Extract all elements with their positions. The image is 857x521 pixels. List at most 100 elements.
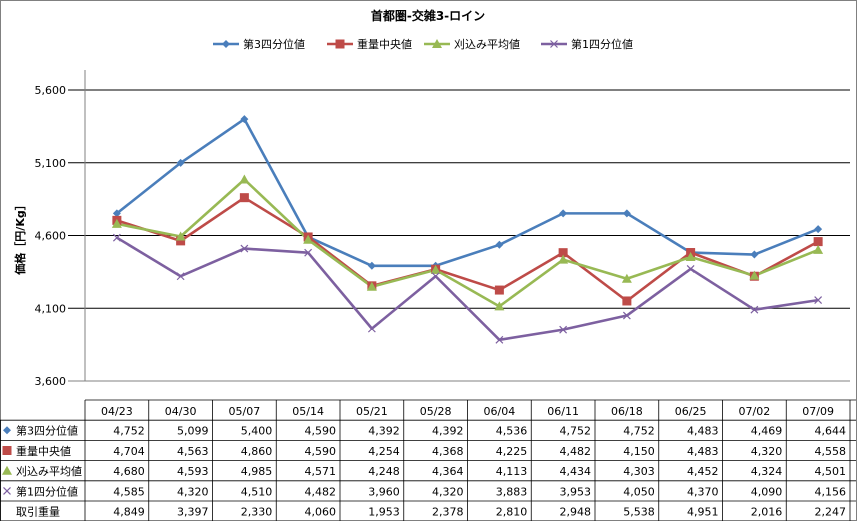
table-cell: 2,247 bbox=[815, 506, 847, 519]
data-point bbox=[240, 115, 249, 124]
table-cell: 4,090 bbox=[751, 485, 783, 498]
table-cell: 4,483 bbox=[687, 445, 719, 458]
x-tick-label: 05/14 bbox=[292, 405, 324, 418]
table-cell: 2,378 bbox=[432, 506, 464, 519]
data-point bbox=[175, 231, 186, 241]
data-point bbox=[111, 218, 122, 228]
legend-item: 第1四分位値 bbox=[541, 37, 633, 51]
data-point bbox=[813, 237, 823, 247]
data-point bbox=[2, 465, 12, 475]
data-point bbox=[335, 39, 345, 49]
chart-title: 首都圏-交雑3-ロイン bbox=[371, 8, 485, 23]
table-cell: 4,752 bbox=[113, 425, 145, 438]
series-line bbox=[116, 196, 819, 303]
data-point bbox=[558, 254, 569, 264]
x-tick-label: 06/04 bbox=[484, 405, 516, 418]
data-point bbox=[240, 244, 249, 253]
table-cell: 4,510 bbox=[241, 485, 273, 498]
table-row-label: 取引重量 bbox=[16, 505, 60, 519]
data-point bbox=[622, 296, 632, 306]
table-cell: 4,364 bbox=[432, 465, 464, 478]
table-cell: 4,849 bbox=[113, 506, 145, 519]
y-tick-labels: 3,600 4,100 4,600 5,100 5,600 bbox=[35, 84, 67, 388]
x-tick-label: 06/25 bbox=[675, 405, 707, 418]
table-cell: 4,590 bbox=[305, 425, 337, 438]
legend-label: 刈込み平均値 bbox=[454, 38, 520, 51]
series-line bbox=[116, 178, 819, 308]
table-cell: 4,571 bbox=[305, 465, 337, 478]
table-cell: 4,050 bbox=[623, 485, 655, 498]
table-cell: 4,324 bbox=[751, 465, 783, 478]
x-tick-label: 05/07 bbox=[229, 405, 261, 418]
y-tick-label: 4,600 bbox=[35, 230, 67, 243]
x-tick-label: 04/23 bbox=[101, 405, 133, 418]
table-cell: 4,060 bbox=[305, 506, 337, 519]
legend-item: 重量中央値 bbox=[327, 37, 412, 51]
data-point bbox=[176, 236, 186, 246]
table-row-label: 刈込み平均値 bbox=[16, 465, 82, 478]
y-tick-label: 4,100 bbox=[35, 302, 67, 315]
table-cell: 4,469 bbox=[751, 425, 783, 438]
table-cell: 4,248 bbox=[368, 465, 400, 478]
table-cell: 4,558 bbox=[815, 445, 847, 458]
table-cell: 4,113 bbox=[496, 465, 528, 478]
table-cell: 4,752 bbox=[560, 425, 592, 438]
table-cell: 4,370 bbox=[687, 485, 719, 498]
legend-label: 重量中央値 bbox=[357, 37, 412, 51]
data-point bbox=[366, 281, 377, 291]
x-tick-label: 04/30 bbox=[165, 405, 197, 418]
table-row-label: 第1四分位値 bbox=[16, 484, 78, 498]
table-cell: 4,860 bbox=[241, 445, 273, 458]
data-point bbox=[750, 305, 759, 314]
data-point bbox=[239, 174, 250, 184]
series-line bbox=[116, 236, 819, 342]
table-cell: 3,883 bbox=[496, 485, 528, 498]
data-point bbox=[2, 446, 12, 455]
data-point bbox=[430, 264, 441, 274]
table-row-label: 重量中央値 bbox=[16, 444, 71, 458]
data-point bbox=[367, 324, 376, 333]
data-point bbox=[622, 209, 631, 218]
legend-item: 第3四分位値 bbox=[213, 37, 305, 51]
x-tick-label: 07/09 bbox=[802, 405, 834, 418]
data-point bbox=[494, 285, 504, 295]
data-point bbox=[303, 234, 314, 244]
data-point bbox=[112, 233, 121, 242]
table-cell: 3,953 bbox=[560, 485, 592, 498]
legend-label: 第3四分位値 bbox=[243, 37, 305, 51]
series-markers bbox=[111, 115, 824, 344]
table-cell: 5,538 bbox=[623, 506, 655, 519]
table-cell: 4,254 bbox=[368, 445, 400, 458]
data-point bbox=[239, 193, 249, 203]
data-point bbox=[176, 272, 185, 281]
table-cell: 4,704 bbox=[113, 445, 145, 458]
table-cell: 4,434 bbox=[560, 465, 592, 478]
x-tick-label: 07/02 bbox=[739, 405, 771, 418]
series-line bbox=[116, 117, 819, 268]
table-cell: 5,400 bbox=[241, 425, 273, 438]
table-cell: 4,644 bbox=[815, 425, 847, 438]
data-point bbox=[494, 301, 505, 311]
data-point bbox=[558, 248, 568, 258]
legend: 第3四分位値 重量中央値 刈込み平均値 第1四分位値 bbox=[213, 37, 633, 51]
data-point bbox=[686, 265, 695, 273]
table-cell: 4,951 bbox=[687, 506, 719, 519]
table-cell: 4,320 bbox=[177, 485, 209, 498]
data-point bbox=[749, 270, 760, 280]
data-point bbox=[750, 250, 759, 259]
table-row-label: 第3四分位値 bbox=[16, 424, 78, 438]
table-cell: 2,810 bbox=[496, 506, 528, 519]
table-cell: 4,150 bbox=[623, 445, 655, 458]
table-cell: 4,320 bbox=[432, 485, 464, 498]
table-cell: 2,016 bbox=[751, 506, 783, 519]
table-cell: 3,397 bbox=[177, 506, 209, 519]
table-cell: 4,392 bbox=[432, 425, 464, 438]
data-point bbox=[367, 261, 376, 270]
data-point bbox=[813, 244, 824, 254]
table-cell: 2,948 bbox=[560, 506, 592, 519]
table-cell: 4,680 bbox=[113, 465, 145, 478]
data-point bbox=[814, 296, 823, 305]
data-point bbox=[495, 240, 504, 249]
